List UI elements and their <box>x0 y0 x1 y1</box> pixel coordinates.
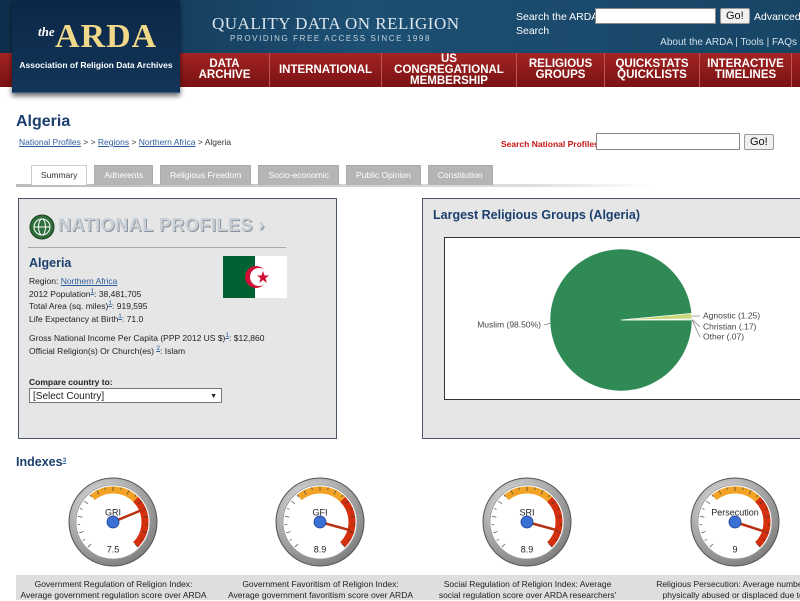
gauge-value: 9 <box>732 544 737 554</box>
leader-line <box>692 320 700 337</box>
logo-name: ARDA <box>55 18 157 56</box>
gauge-value: 8.9 <box>521 544 534 554</box>
logo-subtitle: Association of Religion Data Archives <box>12 60 180 70</box>
pie-label: Other (.07) <box>703 331 744 341</box>
leader-line <box>544 323 550 325</box>
gauge-hub <box>729 516 741 528</box>
logo-the: the <box>38 24 55 40</box>
pie-label: Agnostic (1.25) <box>703 310 760 320</box>
pie-label: Muslim (98.50%) <box>477 319 541 329</box>
pie-label: Christian (.17) <box>703 321 757 331</box>
logo[interactable]: the ARDA Association of Religion Data Ar… <box>12 0 180 93</box>
gauge-value: 8.9 <box>314 544 327 554</box>
gauge-value: 7.5 <box>107 544 120 554</box>
gauge-hub <box>314 516 326 528</box>
gauge-hub <box>521 516 533 528</box>
gauge-hub <box>107 516 119 528</box>
